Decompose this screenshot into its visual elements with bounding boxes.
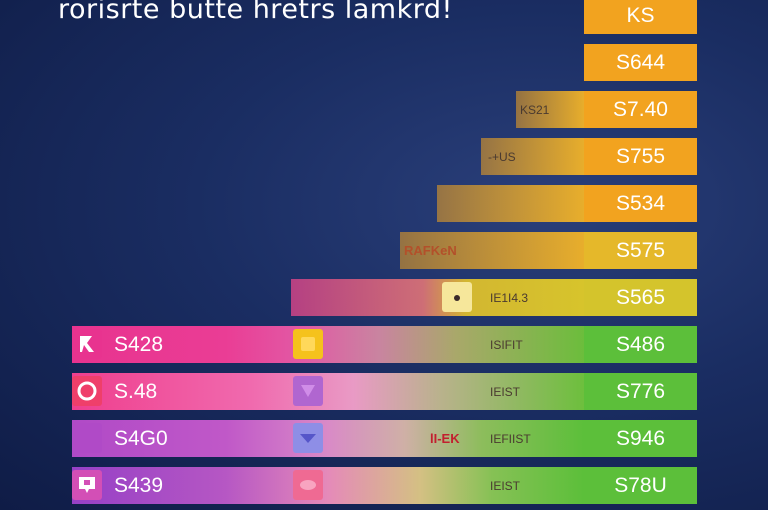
- row-sublabel: RAFKeN: [404, 243, 457, 258]
- value-label: S534: [615, 191, 666, 215]
- value-cell: S755: [584, 138, 697, 175]
- row-sublabel: IEIST: [490, 478, 521, 493]
- value-cell: S78U: [584, 467, 697, 504]
- value-label: S78U: [614, 473, 667, 497]
- row-price: S4G0: [114, 426, 168, 450]
- value-label: S575: [615, 238, 666, 262]
- value-cell: S575: [584, 232, 697, 269]
- value-label: S7.40: [613, 97, 668, 121]
- flag-icon[interactable]: [72, 329, 102, 359]
- value-label: S755: [615, 144, 666, 168]
- row-bar-segment: [72, 420, 584, 457]
- down-triangle-icon: [293, 423, 323, 453]
- value-cell: S565: [584, 279, 697, 316]
- value-cell: S644: [584, 44, 697, 81]
- blank-icon[interactable]: [72, 423, 102, 453]
- row-sublabel: IEFIIST: [490, 431, 531, 446]
- square-icon: [293, 329, 323, 359]
- oval-icon: [293, 470, 323, 500]
- row-sublabel: -+US: [488, 149, 516, 164]
- row-bar-segment: [481, 138, 584, 175]
- value-cell: S534: [584, 185, 697, 222]
- comment-icon[interactable]: [72, 470, 102, 500]
- row-price: S428: [114, 332, 164, 356]
- value-label: S486: [615, 332, 666, 356]
- value-cell: S486: [584, 326, 697, 363]
- row-bar-segment: [72, 467, 584, 504]
- row-bar-segment: [516, 91, 584, 128]
- row-sublabel: IEIST: [490, 384, 521, 399]
- row-bar-segment: [400, 232, 584, 269]
- value-label: S565: [615, 285, 666, 309]
- circle-icon[interactable]: [72, 376, 102, 406]
- row-sublabel: KS21: [520, 102, 550, 117]
- dot-icon: [442, 282, 472, 312]
- row-bar-segment: [437, 185, 584, 222]
- row-sublabel: IE1I4.3: [490, 290, 529, 305]
- value-cell: S946: [584, 420, 697, 457]
- row-bar-segment: [72, 326, 584, 363]
- header-label: KS: [626, 3, 655, 27]
- value-label: S776: [615, 379, 666, 403]
- row-price: S439: [114, 473, 164, 497]
- triangle-icon: [293, 376, 323, 406]
- header-cell: KS: [584, 0, 697, 34]
- value-label: S946: [615, 426, 666, 450]
- row-bar-segment: [291, 279, 584, 316]
- value-cell: S776: [584, 373, 697, 410]
- row-bar-segment: [72, 373, 584, 410]
- value-cell: S7.40: [584, 91, 697, 128]
- row-sublabel: ISIFIT: [490, 337, 523, 352]
- aux-label: lI-EK: [430, 431, 460, 446]
- chart-title: rorisrte butte hretrs lamkrd!: [58, 0, 453, 25]
- row-price: S.48: [114, 379, 158, 403]
- value-label: S644: [615, 50, 666, 74]
